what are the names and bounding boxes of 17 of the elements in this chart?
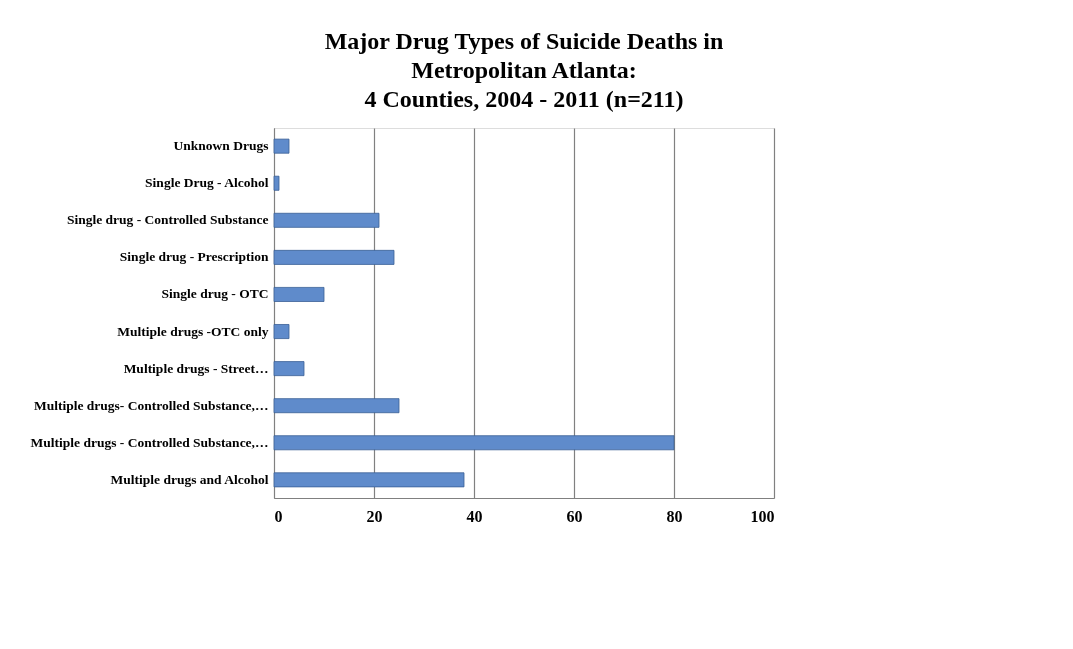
y-tick-label: Multiple drugs - Street…: [123, 360, 269, 376]
x-tick-label: 0: [274, 507, 283, 525]
y-tick-label: Single drug - Controlled Substance: [66, 212, 269, 228]
y-tick-label: Multiple drugs- Controlled Substance,…: [33, 397, 269, 413]
x-tick-label: 100: [750, 507, 775, 525]
y-tick-label: Single drug - OTC: [161, 286, 269, 302]
y-tick-label: Multiple drugs -OTC only: [117, 323, 269, 339]
y-tick-label: Multiple drugs - Controlled Substance,…: [30, 434, 269, 450]
x-tick-label: 80: [666, 507, 683, 525]
y-tick-label: Single drug - Prescription: [119, 249, 269, 265]
y-tick-label: Unknown Drugs: [173, 138, 269, 154]
x-tick-label: 60: [566, 507, 583, 525]
y-tick-label: Multiple drugs and Alcohol: [110, 471, 269, 487]
chart-title: Major Drug Types of Suicide Deaths in Metropolitan Atlanta: 4 Counties, 2004 - 2011 (n=211): [324, 28, 724, 112]
x-tick-label: 20: [366, 507, 383, 525]
x-tick-label: 40: [466, 507, 483, 525]
y-tick-label: Single Drug - Alcohol: [145, 175, 269, 191]
